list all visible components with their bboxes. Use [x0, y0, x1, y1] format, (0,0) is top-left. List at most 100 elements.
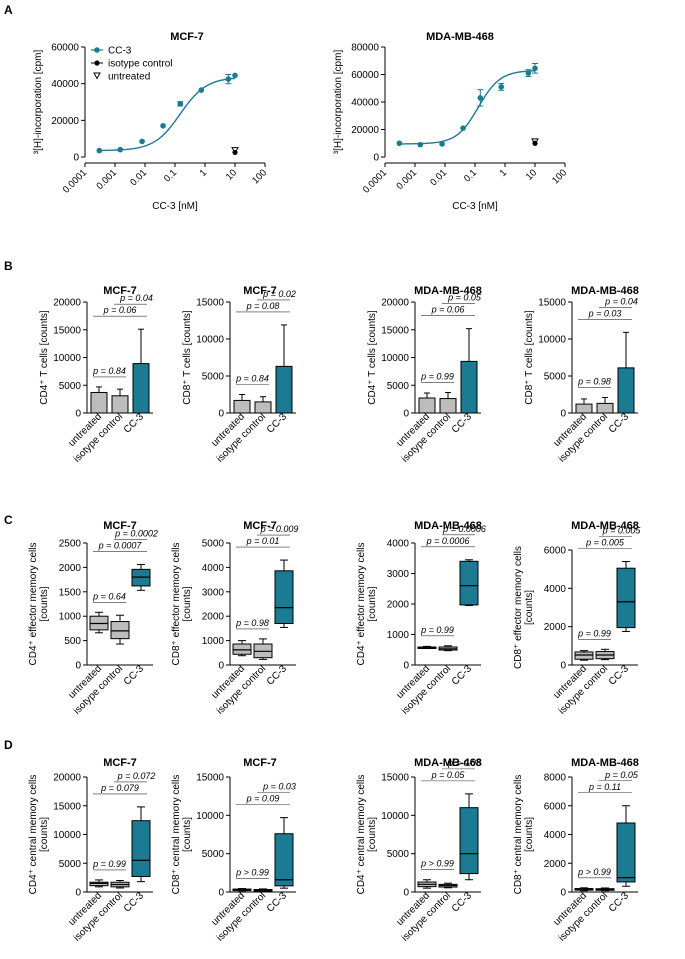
- cc3-data-point: [396, 140, 403, 147]
- legend-label: CC-3: [108, 46, 132, 57]
- y-axis-label: [counts]: [182, 817, 193, 852]
- cc3-data-point: [117, 146, 124, 153]
- x-tick-label: 100: [250, 167, 269, 186]
- y-axis-label: [counts]: [524, 817, 535, 852]
- chart-d4: MDA-MB-468 0 2000 4000 6000 8000 CD8⁺ central …: [513, 757, 639, 944]
- p-value-label: p = 0.079: [100, 783, 139, 793]
- y-tick-label: 0: [403, 409, 409, 420]
- y-tick-label: 15000: [53, 801, 81, 812]
- y-tick-label: 40000: [51, 79, 79, 90]
- chart-c4: MDA-MB-468 0 2000 4000 6000 CD8⁺ effector mem…: [513, 520, 641, 717]
- box-cc3: [616, 567, 636, 629]
- x-tick-label: 0.001: [95, 167, 120, 192]
- chart-d2: MCF-7 0 5000 10000 15000 CD8⁺ central memory …: [171, 757, 296, 944]
- y-axis-label: CD8⁺ effector memory cells: [171, 543, 182, 666]
- p-value-label: p = 0.0002: [114, 528, 158, 538]
- p-value-label: p = 0.0006: [426, 536, 470, 546]
- y-tick-label: 5000: [59, 381, 82, 392]
- y-tick-label: 15000: [381, 773, 409, 784]
- x-axis-label: CC-3 [nM]: [152, 201, 198, 212]
- y-axis-label: CD4⁺ effector memory cells: [356, 543, 367, 666]
- box-isotype: [110, 621, 130, 640]
- y-tick-label: 1000: [59, 612, 82, 623]
- chart-title: MDA-MB-468: [414, 520, 482, 532]
- x-tick-label: 0.01: [428, 167, 449, 188]
- fit-curve: [99, 77, 236, 152]
- fit-curve: [399, 70, 535, 145]
- y-tick-label: 4000: [544, 584, 567, 595]
- y-tick-label: 10000: [381, 353, 409, 364]
- y-tick-label: 2000: [59, 563, 82, 574]
- y-tick-label: 10000: [53, 353, 81, 364]
- y-tick-label: 40000: [351, 98, 379, 109]
- bar-untreated: [575, 403, 593, 414]
- chart-a2: MDA-MB-468 0 20000 40000 60000 80000 ³[H]-inco…: [333, 31, 569, 212]
- y-tick-label: 5000: [544, 372, 567, 383]
- p-value-label: p = 0.99: [420, 625, 454, 635]
- p-value-label: p = 0.05: [447, 758, 482, 768]
- p-value-label: p = 0.01: [246, 536, 280, 546]
- isotype-data-point: [532, 140, 538, 146]
- p-value-label: p = 0.98: [577, 376, 611, 386]
- x-category-label: CC-3: [450, 890, 475, 915]
- y-tick-label: 10000: [53, 830, 81, 841]
- y-tick-label: 20000: [53, 298, 81, 309]
- chart-title: MDA-MB-468: [571, 285, 639, 297]
- y-tick-label: 0: [403, 888, 409, 899]
- legend: CC-3 isotype control untreated: [91, 46, 172, 83]
- y-tick-label: 0: [218, 661, 224, 672]
- y-tick-label: 2000: [387, 600, 410, 611]
- box-cc3: [131, 820, 151, 877]
- y-tick-label: 0: [560, 409, 566, 420]
- p-value-label: p > 0.99: [577, 867, 611, 877]
- x-tick-label: 1: [498, 167, 510, 179]
- y-axis-label: [counts]: [367, 817, 378, 852]
- x-tick-label: 1: [198, 167, 210, 179]
- y-axis-label: [counts]: [182, 586, 193, 621]
- x-tick-label: 0.001: [395, 167, 420, 192]
- x-tick-label: 100: [550, 167, 569, 186]
- p-value-label: p = 0.005: [602, 526, 642, 536]
- chart-title: MDA-MB-468: [414, 757, 482, 769]
- y-tick-label: 5000: [387, 381, 410, 392]
- y-axis-label: ³[H]-incorporation [cpm]: [33, 50, 44, 155]
- p-value-label: p = 0.84: [235, 374, 269, 384]
- cc3-data-point: [232, 72, 238, 79]
- chart-title: MCF-7: [170, 31, 204, 43]
- bar-untreated: [418, 397, 436, 414]
- y-tick-label: 60000: [351, 70, 379, 81]
- chart-d1: MCF-7 0 5000 10000 15000 20000 CD4⁺ central me…: [28, 757, 155, 944]
- y-tick-label: 0: [75, 409, 81, 420]
- y-tick-label: 0: [73, 153, 79, 164]
- p-value-label: p = 0.06: [103, 305, 137, 315]
- cc3-data-point: [139, 138, 145, 145]
- plots-layer: MCF-70200004000060000³[H]-incorporation …: [28, 31, 641, 944]
- panel-label-a: A: [4, 3, 13, 17]
- p-value-label: p = 0.03: [262, 782, 296, 792]
- x-tick-label: 10: [524, 167, 539, 182]
- chart-a1: MCF-7 0 20000 40000 60000 ³[H]-incorporation …: [33, 31, 269, 212]
- y-tick-label: 6000: [544, 546, 567, 557]
- y-tick-label: 80000: [351, 43, 379, 54]
- bar-cc3: [617, 367, 635, 414]
- cc3-data-point: [532, 65, 538, 72]
- p-value-label: p = 0.005: [585, 538, 625, 548]
- p-value-label: p = 0.08: [246, 301, 280, 311]
- y-axis-label: CD4⁺ effector memory cells: [28, 543, 39, 666]
- p-value-label: p = 0.02: [262, 289, 296, 299]
- bar-isotype: [439, 398, 457, 414]
- p-value-label: p > 0.99: [235, 868, 269, 878]
- y-tick-label: 3000: [202, 587, 225, 598]
- bar-cc3: [132, 363, 150, 414]
- y-tick-label: 0: [218, 409, 224, 420]
- y-tick-label: 15000: [196, 298, 224, 309]
- y-axis-label: CD8⁺ effector memory cells: [513, 546, 524, 669]
- chart-title: MCF-7: [103, 285, 137, 297]
- p-value-label: p = 0.99: [577, 628, 611, 638]
- y-tick-label: 6000: [544, 801, 567, 812]
